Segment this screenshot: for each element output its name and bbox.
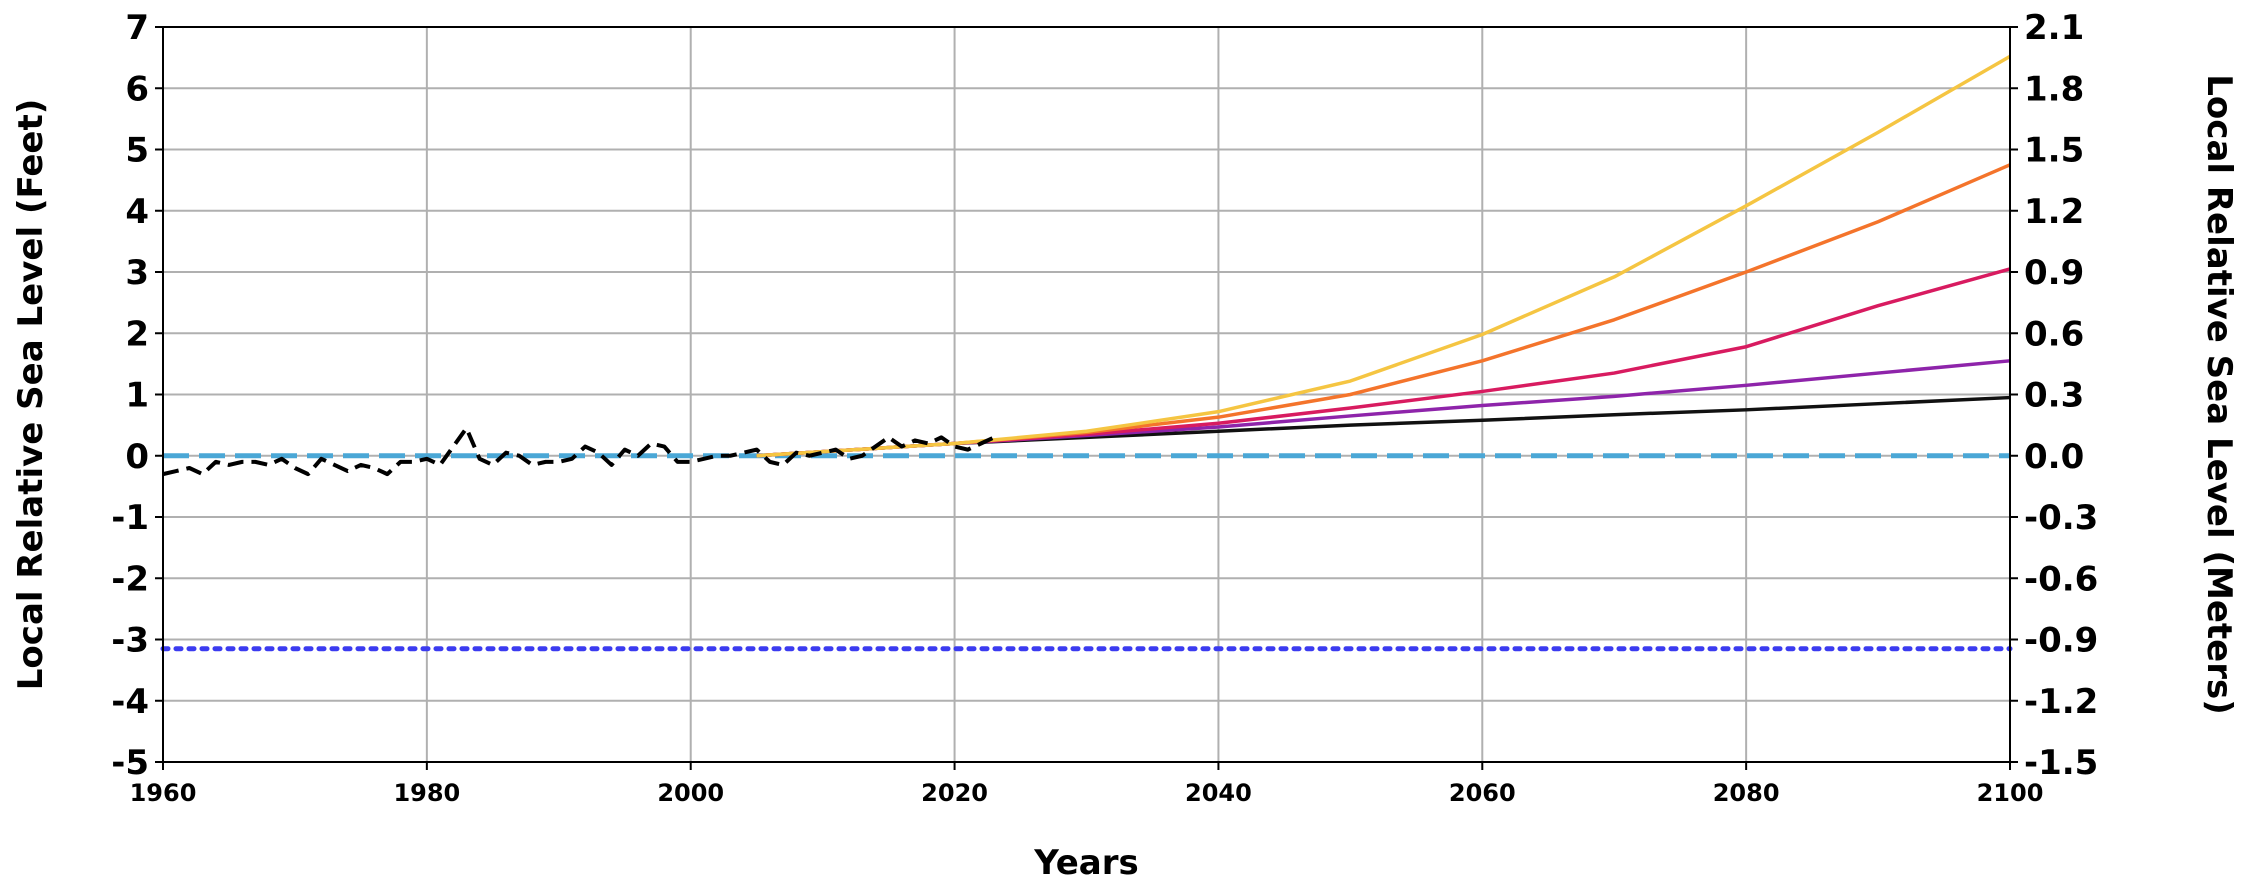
observed-series: [162, 426, 995, 477]
y-left-tick-label: 6: [125, 69, 149, 109]
y-right-tick-label: -0.9: [2024, 621, 2098, 661]
y-right-tick-label: -0.3: [2024, 498, 2098, 538]
x-tick-label: 2000: [657, 779, 724, 807]
y-left-tick-label: 5: [125, 131, 149, 171]
x-tick-label: 1960: [130, 779, 197, 807]
projection-line-5: [756, 54, 2011, 458]
projection-series: [756, 54, 2011, 458]
y-left-tick-label: -4: [111, 682, 149, 722]
y-axis-right-label: Local Relative Sea Level (Meters): [2199, 74, 2239, 714]
x-tick-label: 2020: [921, 779, 988, 807]
projection-line-1: [756, 395, 2011, 458]
y-right-tick-label: 1.8: [2024, 69, 2084, 109]
y-left-tick-label: 7: [125, 8, 149, 48]
x-tick-label: 2080: [1713, 779, 1780, 807]
y-axis-left-label: Local Relative Sea Level (Feet): [11, 99, 51, 690]
x-tick-label: 2060: [1449, 779, 1516, 807]
y-right-tick-label: 1.5: [2024, 131, 2084, 171]
y-right-tick-label: 0.3: [2024, 376, 2084, 416]
projection-line-3: [756, 267, 2011, 458]
grid: [162, 26, 2011, 763]
y-left-tick-label: 4: [125, 192, 149, 232]
x-tick-label: 1980: [393, 779, 460, 807]
y-left-tick-label: 2: [125, 314, 149, 354]
y-right-tick-label: 0.0: [2024, 437, 2084, 477]
reference-lines: [160, 453, 2013, 652]
y-left-tick-label: -3: [111, 621, 149, 661]
y-right-tick-label: -1.5: [2024, 743, 2098, 783]
y-left-tick-label: -5: [111, 743, 149, 783]
y-right-tick-label: -1.2: [2024, 682, 2098, 722]
y-right-tick-label: 1.2: [2024, 192, 2084, 232]
y-left-tick-label: 0: [125, 437, 149, 477]
y-right-tick-label: -0.6: [2024, 559, 2098, 599]
observed-line: [162, 426, 995, 477]
y-left-tick-label: 1: [125, 376, 149, 416]
y-right-tick-label: 0.6: [2024, 314, 2084, 354]
y-axis-right-ticks: 2.1 1.8 1.5 1.2 0.9 0.6 0.3 0.0 -0.3 -0.6 -0.9 -1.2…: [2010, 8, 2098, 783]
y-axis-left-ticks: 7 6 5 4 3 2 1 0 -1 -2 -3 -4 -5: [111, 8, 163, 783]
y-right-tick-label: 2.1: [2024, 8, 2084, 48]
x-axis-ticks: 1960 1980 2000 2020 2040 2060 2080 2100: [130, 762, 2044, 807]
y-right-tick-label: 0.9: [2024, 253, 2084, 293]
x-tick-label: 2100: [1977, 779, 2044, 807]
x-axis-label: Years: [1033, 843, 1139, 881]
y-left-tick-label: -2: [111, 559, 149, 599]
y-left-tick-label: -1: [111, 498, 149, 538]
y-left-tick-label: 3: [125, 253, 149, 293]
x-tick-label: 2040: [1185, 779, 1252, 807]
